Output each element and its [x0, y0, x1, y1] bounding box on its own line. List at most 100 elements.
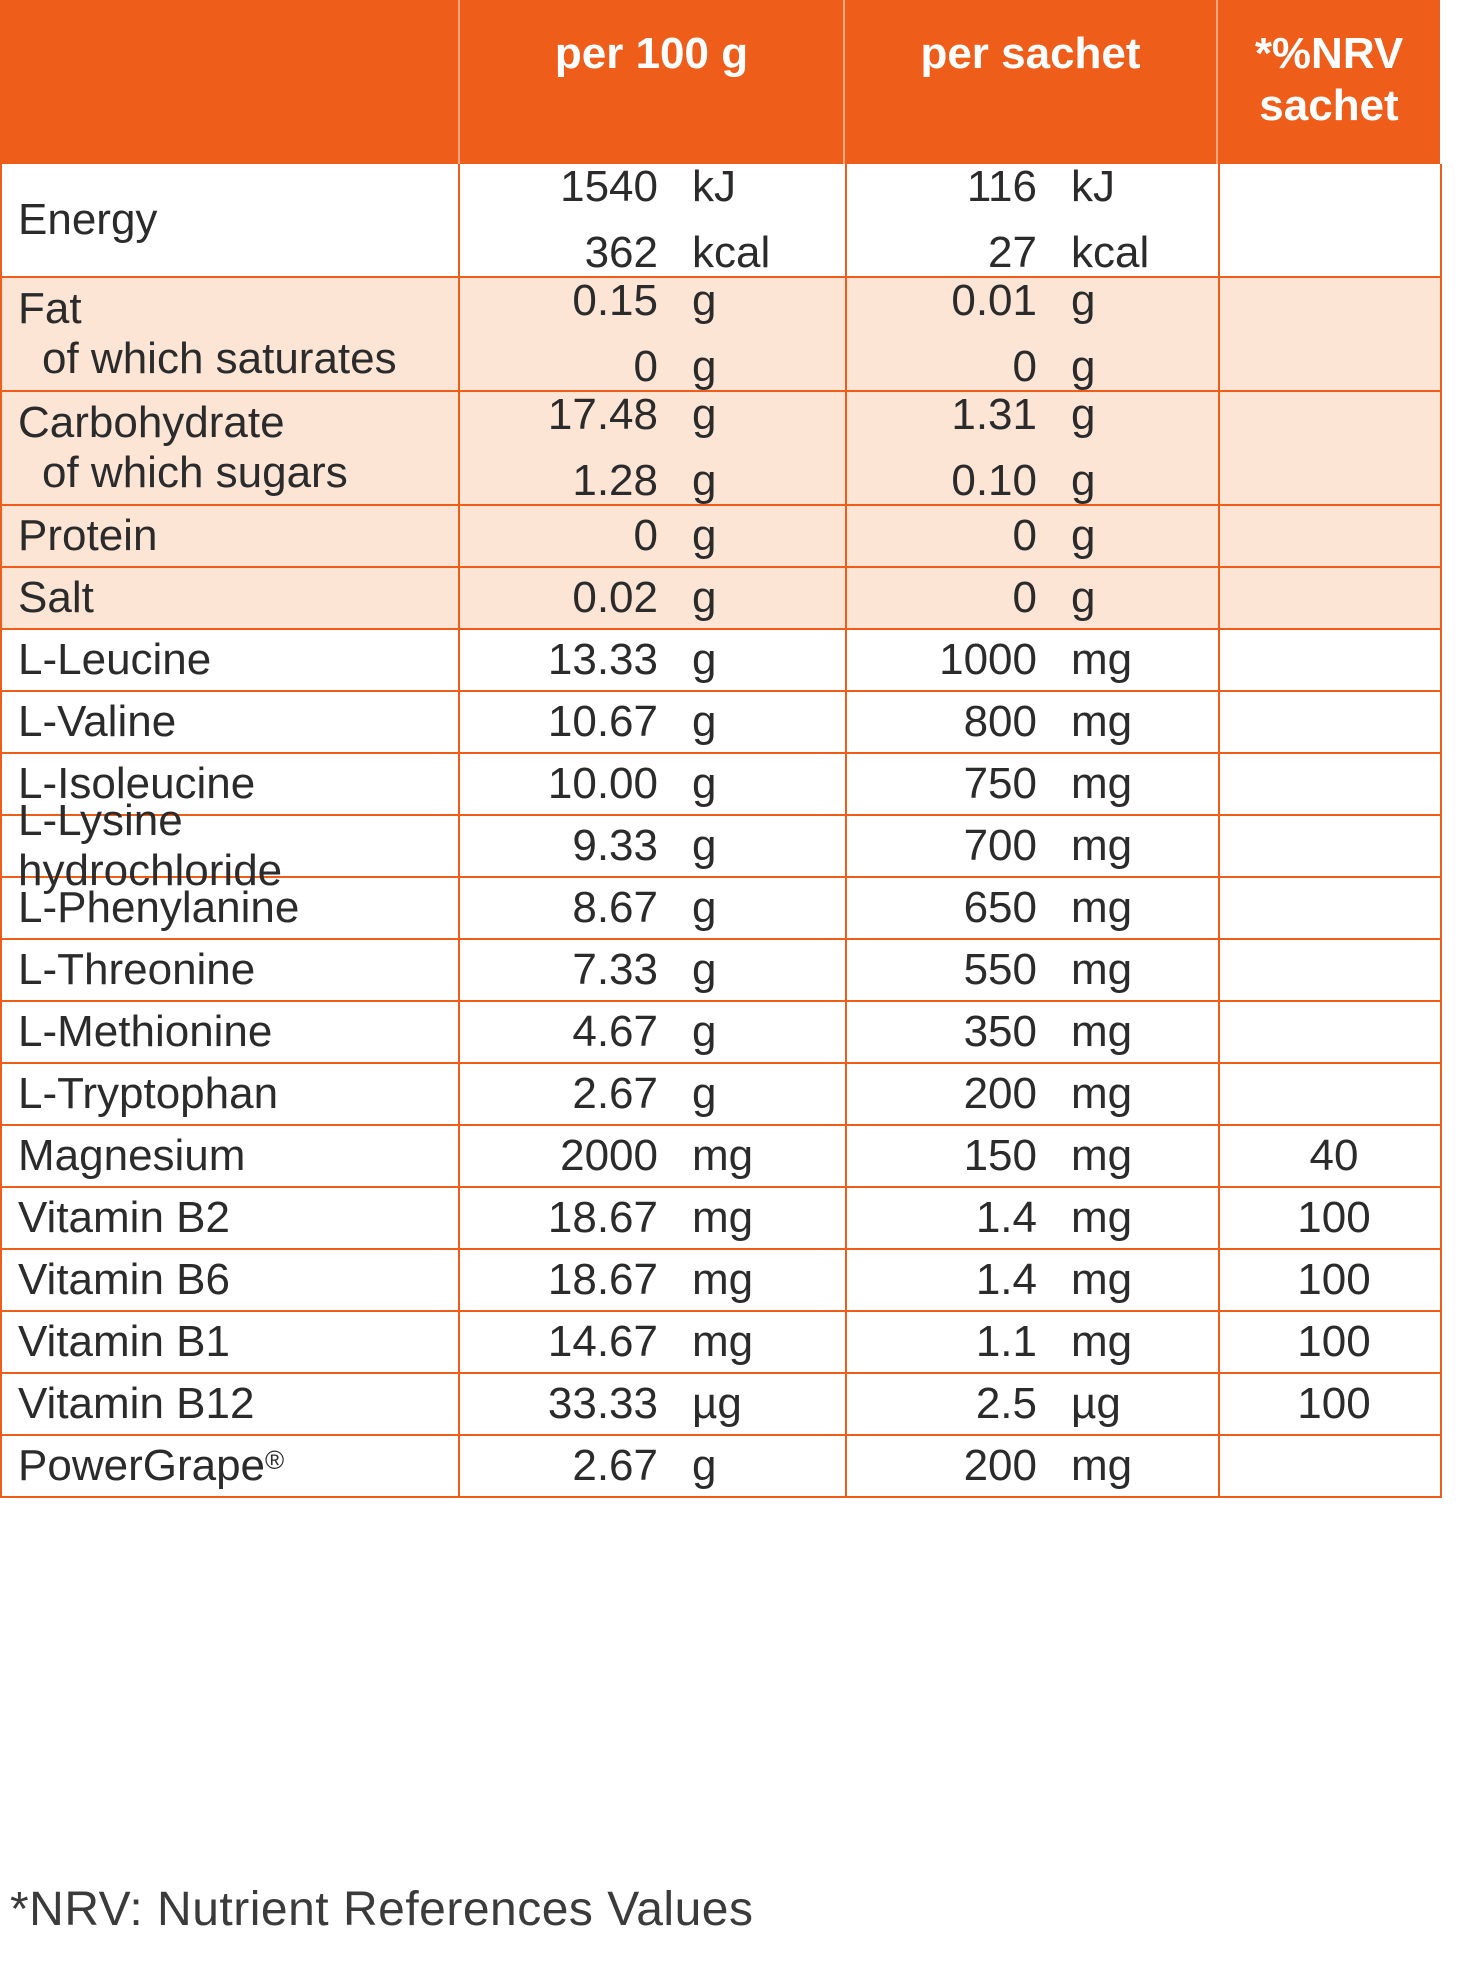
- per-sachet-values: 200 mg: [847, 1064, 1218, 1124]
- nutrient-label: Vitamin B6: [18, 1255, 230, 1304]
- value-number: 700: [963, 821, 1037, 870]
- value-unit: mg: [1071, 697, 1133, 746]
- value-number: 0.10: [951, 456, 1037, 505]
- nutrient-name-cell: Vitamin B1: [0, 1312, 460, 1372]
- nrv-value: [1218, 278, 1440, 390]
- per-sachet-values: 200 mg: [847, 1436, 1218, 1496]
- nutrient-name-cell: PowerGrape®: [0, 1436, 460, 1496]
- per-sachet-values: 1000 mg: [847, 630, 1218, 690]
- per-sachet-line: 2.5 µg: [847, 1371, 1218, 1437]
- nutrient-name-cell: Carbohydrate of which sugars: [0, 392, 460, 504]
- per-100g-cell: 10.67 g: [462, 692, 847, 752]
- value-number: 2.67: [572, 1069, 658, 1118]
- per-100g-cell: 2.67 g: [462, 1064, 847, 1124]
- per-100g-cell: 18.67 mg: [462, 1188, 847, 1248]
- nutrient-name: L-Threonine: [0, 940, 458, 1000]
- nutrient-name: L-Methionine: [0, 1002, 458, 1062]
- per-sachet-line: 1000 mg: [847, 627, 1218, 693]
- nutrient-label: L-Threonine: [18, 945, 256, 994]
- value-unit: g: [1071, 276, 1096, 325]
- value-number: 4.67: [572, 1007, 658, 1056]
- nutrient-name: Salt: [0, 568, 458, 628]
- nutrient-label: L-Isoleucine: [18, 759, 256, 808]
- per-100g-values: 10.00 g: [462, 754, 845, 814]
- nutrient-name-cell: Magnesium: [0, 1126, 460, 1186]
- per-100g-values: 1540 kJ 362 kcal: [462, 162, 845, 277]
- value-unit: g: [1071, 342, 1096, 391]
- value-unit: g: [692, 1069, 717, 1118]
- value-unit: mg: [1071, 759, 1133, 808]
- value-number: 550: [963, 945, 1037, 994]
- nrv-cell: [1218, 816, 1442, 876]
- per-100g-cell: 0.15 g 0 g: [462, 276, 847, 391]
- per-sachet-values: 150 mg: [847, 1126, 1218, 1186]
- per-sachet-line: 200 mg: [847, 1433, 1218, 1499]
- value-number: 27: [988, 228, 1037, 277]
- per-100g-line: 14.67 mg: [462, 1309, 845, 1375]
- nrv-value: 100: [1297, 1379, 1371, 1428]
- nutrient-name: L-Tryptophan: [0, 1064, 458, 1124]
- per-sachet-line: 650 mg: [847, 875, 1218, 941]
- per-100g-values: 0.15 g 0 g: [462, 276, 845, 391]
- nutrient-name-cell: Vitamin B12: [0, 1374, 460, 1434]
- nrv-value: [1218, 692, 1440, 752]
- per-100g-line: 1540 kJ: [462, 154, 845, 220]
- per-sachet-values: 1.4 mg: [847, 1250, 1218, 1310]
- value-number: 0: [633, 342, 658, 391]
- per-100g-line: 2000 mg: [462, 1123, 845, 1189]
- nrv-value: 100: [1297, 1317, 1371, 1366]
- nutrient-name: Magnesium: [0, 1126, 458, 1186]
- per-100g-values: 0.02 g: [462, 568, 845, 628]
- per-sachet-values: 2.5 µg: [847, 1374, 1218, 1434]
- table-header: per 100 g per sachet *%NRV sachet: [0, 0, 1440, 164]
- nutrient-name: L-Isoleucine: [0, 754, 458, 814]
- value-number: 1.31: [951, 390, 1037, 439]
- per-sachet-cell: 200 mg: [847, 1064, 1220, 1124]
- per-100g-values: 2000 mg: [462, 1126, 845, 1186]
- per-sachet-cell: 0.01 g 0 g: [847, 276, 1220, 391]
- nutrient-name: L-Valine: [0, 692, 458, 752]
- table-row: L-Methionine 4.67 g 350 mg: [2, 1002, 1442, 1064]
- value-number: 2.67: [572, 1441, 658, 1490]
- per-100g-cell: 1540 kJ 362 kcal: [462, 162, 847, 277]
- value-number: 18.67: [547, 1255, 658, 1304]
- value-number: 1540: [560, 162, 658, 211]
- value-unit: g: [1071, 573, 1096, 622]
- value-number: 650: [963, 883, 1037, 932]
- nutrient-label: Energy: [18, 195, 158, 244]
- per-sachet-cell: 650 mg: [847, 878, 1220, 938]
- table-row: Salt 0.02 g 0 g: [2, 568, 1442, 630]
- per-100g-line: 13.33 g: [462, 627, 845, 693]
- value-unit: g: [692, 511, 717, 560]
- per-100g-line: 18.67 mg: [462, 1185, 845, 1251]
- nutrient-name: Vitamin B12: [0, 1374, 458, 1434]
- per-100g-line: 0.02 g: [462, 565, 845, 631]
- table-row: Vitamin B1 14.67 mg 1.1 mg 100: [2, 1312, 1442, 1374]
- value-number: 0.02: [572, 573, 658, 622]
- value-unit: kcal: [692, 228, 771, 277]
- per-100g-line: 10.00 g: [462, 751, 845, 817]
- value-number: 1.1: [975, 1317, 1037, 1366]
- nrv-cell: [1218, 1002, 1442, 1062]
- per-sachet-cell: 1.4 mg: [847, 1188, 1220, 1248]
- nrv-value: [1218, 754, 1440, 814]
- nrv-cell: [1218, 940, 1442, 1000]
- value-unit: g: [692, 821, 717, 870]
- value-number: 7.33: [572, 945, 658, 994]
- table-row: Protein 0 g 0 g: [2, 506, 1442, 568]
- value-unit: mg: [692, 1193, 754, 1242]
- per-sachet-cell: 550 mg: [847, 940, 1220, 1000]
- value-unit: g: [1071, 390, 1096, 439]
- nutrient-label: L-Phenylanine: [18, 883, 300, 932]
- per-100g-line: 362 kcal: [462, 220, 845, 286]
- value-unit: g: [692, 390, 717, 439]
- value-unit: g: [692, 342, 717, 391]
- nutrient-name: L-Lysine hydrochloride: [0, 796, 458, 895]
- value-number: 200: [963, 1069, 1037, 1118]
- per-sachet-cell: 200 mg: [847, 1436, 1220, 1496]
